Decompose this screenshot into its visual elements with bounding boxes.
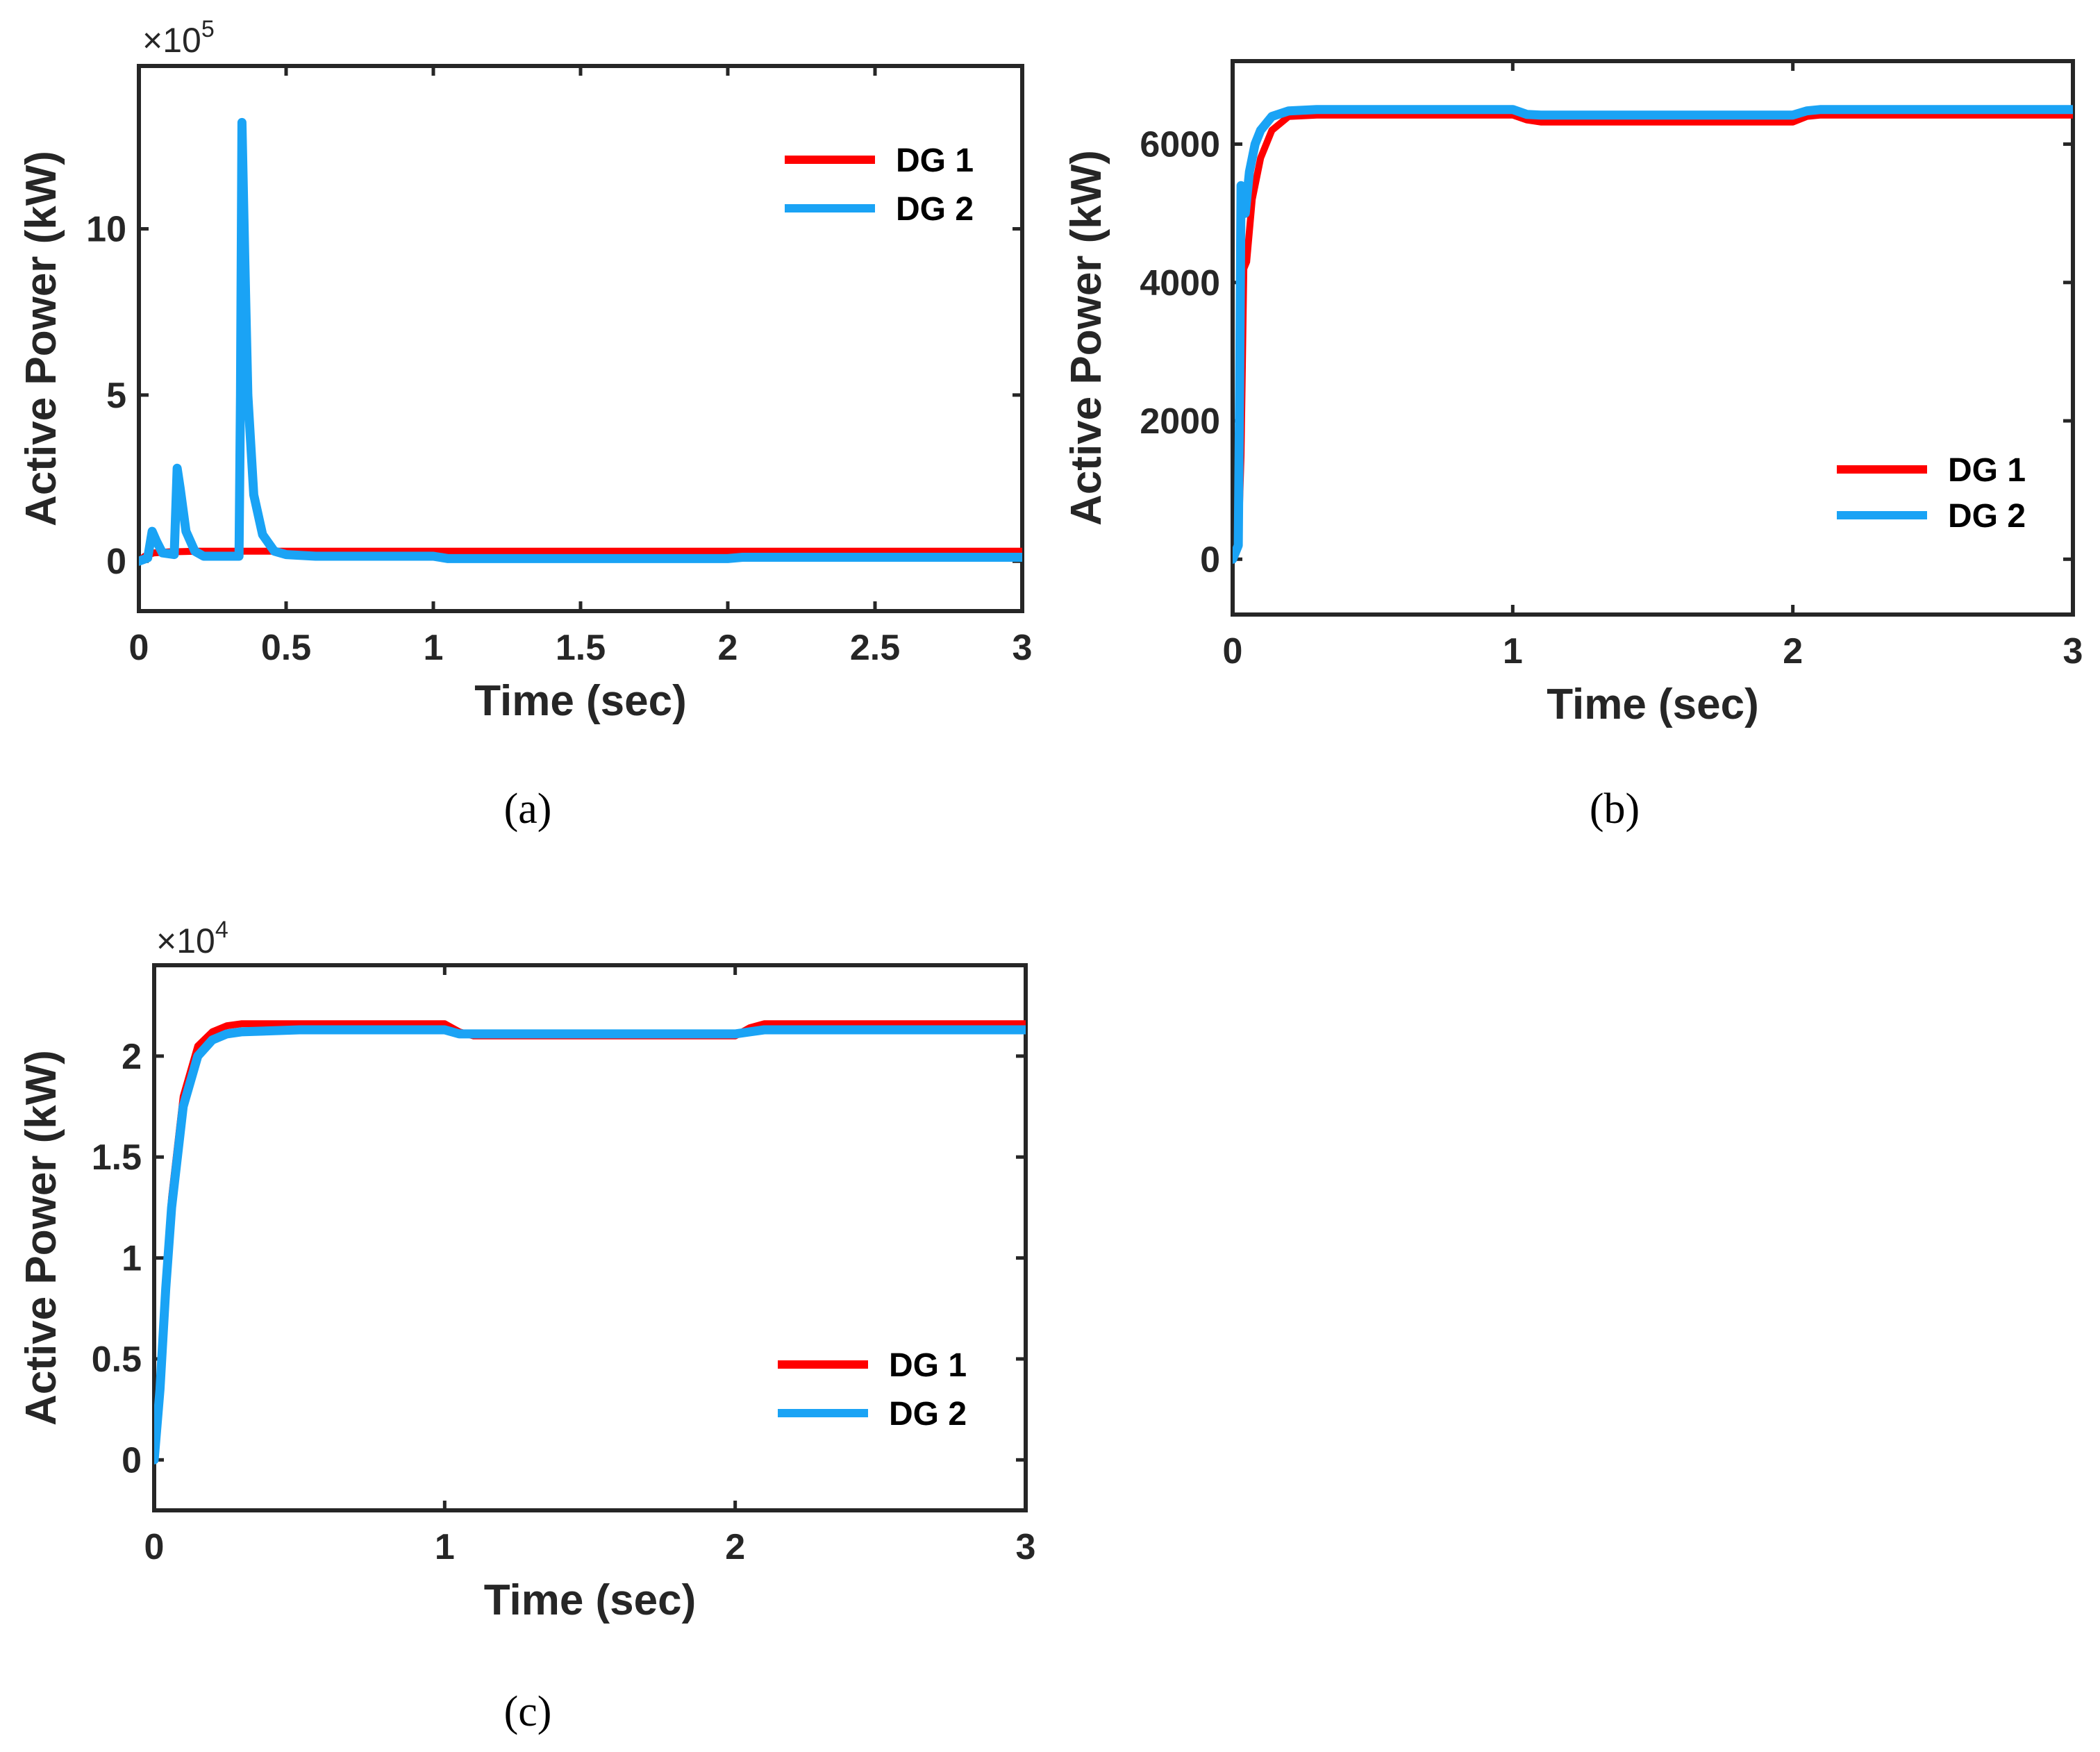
- y-tick-label: 1: [122, 1239, 142, 1279]
- x-tick-label: 2: [725, 1527, 745, 1567]
- y-tick-label: 10: [86, 210, 126, 250]
- x-tick-label: 1.5: [556, 628, 606, 668]
- y-axis-multiplier-exponent: 5: [201, 16, 215, 42]
- series-group: [1233, 105, 2073, 564]
- y-axis-multiplier: ×105: [142, 16, 215, 60]
- x-tick-label: 1: [1503, 631, 1523, 671]
- legend-label: DG 2: [889, 1396, 967, 1433]
- x-tick-label: 2: [718, 628, 738, 668]
- chart-panel-b: 0 1 2 3 0 2000 4000 6000 DG 1 DG 2 Time (sec) Activ…: [1062, 59, 2083, 833]
- y-axis-label: Active Power (kW): [17, 151, 65, 526]
- y-axis-multiplier-base: ×10: [142, 21, 201, 60]
- legend-label: DG 2: [896, 191, 974, 228]
- y-axis-multiplier-base: ×10: [156, 921, 215, 960]
- x-tick-label: 1: [435, 1527, 455, 1567]
- y-tick-label: 4000: [1140, 263, 1220, 303]
- x-tick-label: 3: [2063, 631, 2083, 671]
- axes-box: [1231, 59, 2075, 617]
- y-tick-label: 0: [1200, 540, 1220, 580]
- axes-box: [137, 64, 1024, 613]
- legend-label: DG 1: [896, 142, 974, 179]
- y-axis-label: Active Power (kW): [17, 1050, 65, 1426]
- y-tick-label: 5: [106, 376, 126, 416]
- legend-label: DG 1: [889, 1347, 967, 1384]
- series-line-dg-2: [154, 1025, 1026, 1465]
- series-line-dg-2: [139, 117, 1022, 566]
- y-tick-label: 0: [106, 542, 126, 582]
- x-tick-label: 0: [129, 628, 149, 668]
- x-tick-label: 0: [1223, 631, 1243, 671]
- y-tick-label: 2000: [1140, 401, 1220, 442]
- x-tick-label: 1: [424, 628, 444, 668]
- series-line-dg-2: [1233, 105, 2073, 564]
- x-tick-label: 0: [144, 1527, 165, 1567]
- y-axis-multiplier-exponent: 4: [215, 917, 228, 943]
- x-tick-label: 2.5: [850, 628, 900, 668]
- panel-caption: (b): [1590, 785, 1640, 833]
- x-axis-label: Time (sec): [474, 677, 687, 725]
- axes-box: [152, 963, 1028, 1512]
- y-axis-label: Active Power (kW): [1062, 150, 1110, 526]
- x-axis-label: Time (sec): [1547, 681, 1759, 728]
- x-axis-label: Time (sec): [484, 1576, 697, 1624]
- y-tick-label: 6000: [1140, 125, 1220, 165]
- x-tick-label: 2: [1783, 631, 1803, 671]
- series-group: [154, 1020, 1026, 1465]
- legend-label: DG 2: [1948, 498, 2026, 535]
- panel-caption: (c): [504, 1688, 552, 1735]
- chart-panel-c: 0 1 2 3 0 0.5 1 1.5 2 DG 1 DG 2 Time (sec) Active Po…: [17, 917, 1035, 1735]
- panel-caption: (a): [504, 785, 552, 833]
- y-tick-label: 2: [122, 1037, 142, 1077]
- y-tick-label: 0: [122, 1440, 142, 1480]
- x-tick-label: 0.5: [261, 628, 311, 668]
- chart-panel-a: 0 0.5 1 1.5 2 2.5 3 0 5 10 DG 1 DG 2 Time (sec) Activ…: [17, 16, 1032, 833]
- y-tick-label: 0.5: [92, 1340, 142, 1380]
- y-axis-multiplier: ×104: [156, 917, 228, 960]
- series-group: [139, 117, 1022, 566]
- y-tick-label: 1.5: [92, 1137, 142, 1178]
- legend-label: DG 1: [1948, 452, 2026, 489]
- x-tick-label: 3: [1016, 1527, 1036, 1567]
- x-tick-label: 3: [1012, 628, 1033, 668]
